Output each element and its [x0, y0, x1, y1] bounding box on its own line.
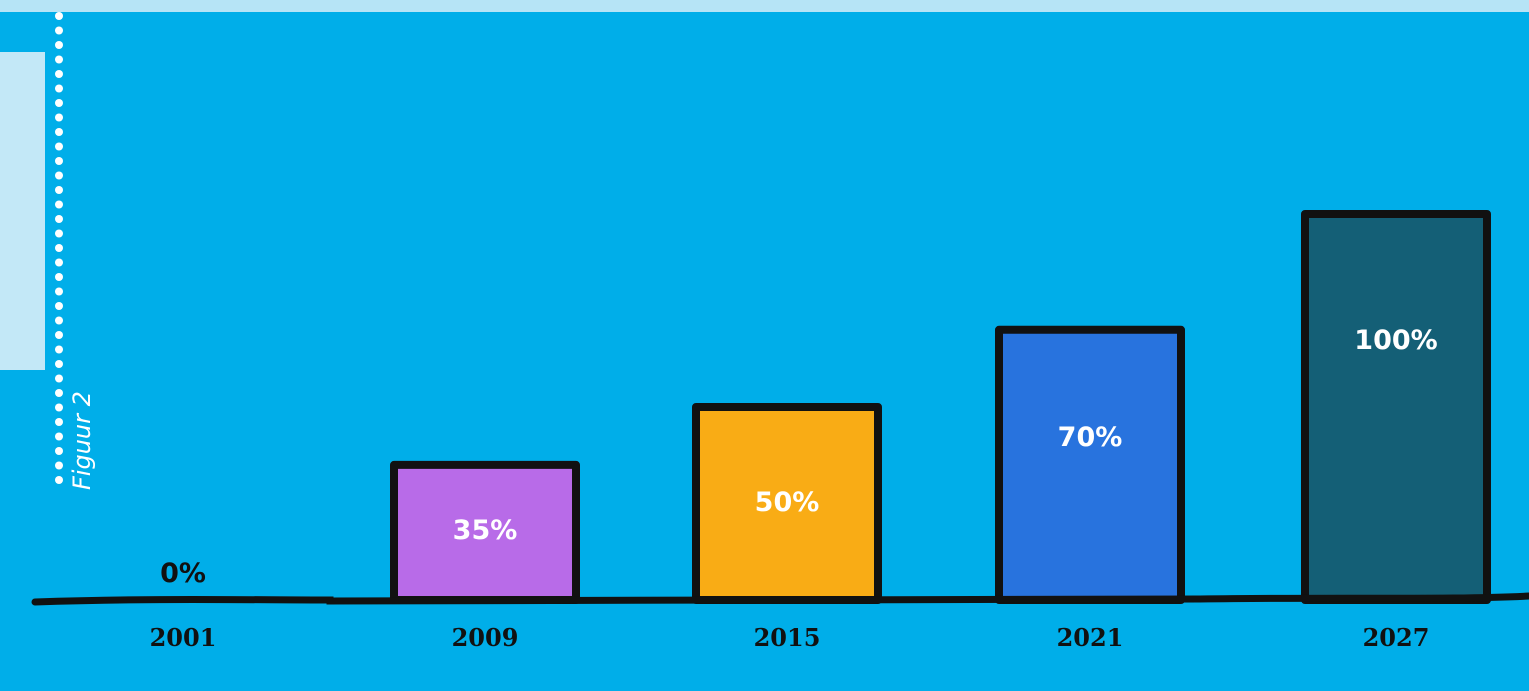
- value-label-2015: 50%: [755, 487, 820, 518]
- bar-2009: [390, 460, 580, 604]
- x-tick-label-2009: 2009: [452, 623, 519, 652]
- x-axis-line: [31, 592, 1529, 606]
- value-label-2021: 70%: [1058, 422, 1123, 453]
- left-margin-strip: [0, 52, 45, 370]
- x-tick-label-2027: 2027: [1363, 623, 1430, 652]
- value-label-2027: 100%: [1354, 325, 1437, 356]
- value-label-2009: 35%: [453, 515, 518, 546]
- dotted-divider: [55, 12, 63, 484]
- value-label-2001: 0%: [160, 558, 206, 589]
- x-tick-label-2001: 2001: [150, 623, 217, 652]
- x-tick-label-2015: 2015: [754, 623, 821, 652]
- bar-2015: [692, 403, 882, 604]
- bar-2021: [995, 325, 1185, 604]
- bar-2027: [1301, 210, 1491, 604]
- x-tick-label-2021: 2021: [1057, 623, 1124, 652]
